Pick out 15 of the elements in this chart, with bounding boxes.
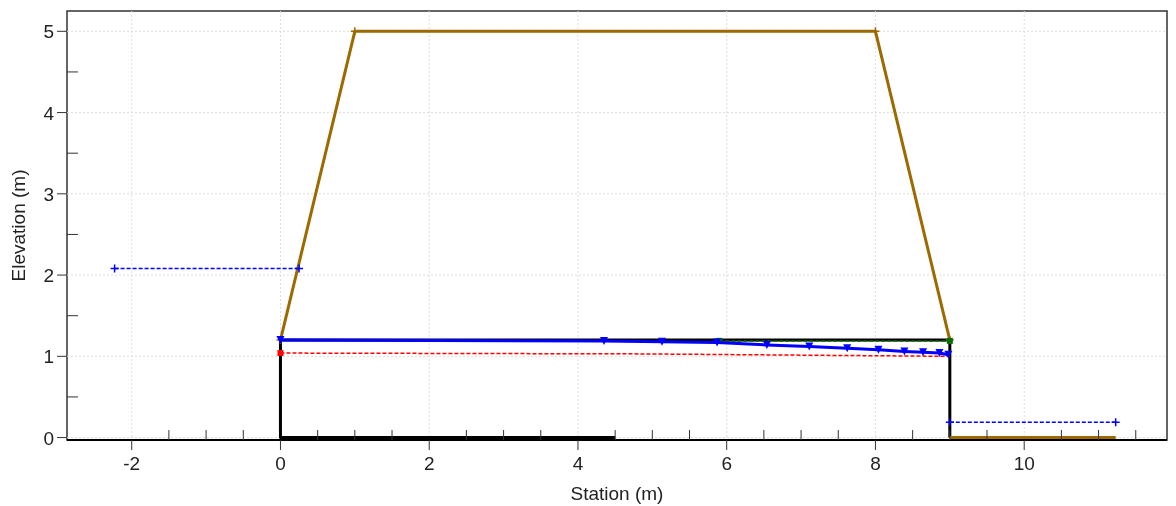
y-axis-title: Elevation (m) bbox=[8, 169, 29, 282]
x-tick-label: 4 bbox=[572, 453, 584, 474]
x-tick-label: -2 bbox=[123, 453, 141, 474]
x-tick-label: 0 bbox=[275, 453, 286, 474]
y-tick-label: 4 bbox=[43, 102, 55, 124]
y-tick-label: 2 bbox=[43, 265, 54, 287]
y-tick-label: 3 bbox=[43, 183, 54, 205]
x-tick-label: 2 bbox=[423, 453, 435, 474]
y-tick-label: 1 bbox=[43, 346, 54, 368]
x-tick-label: 8 bbox=[870, 453, 881, 474]
y-tick-label: 0 bbox=[43, 427, 54, 449]
x-tick-label: 10 bbox=[1013, 453, 1035, 474]
x-tick-label: 6 bbox=[721, 453, 732, 474]
x-axis-title: Station (m) bbox=[570, 483, 664, 504]
y-tick-label: 5 bbox=[43, 21, 54, 43]
